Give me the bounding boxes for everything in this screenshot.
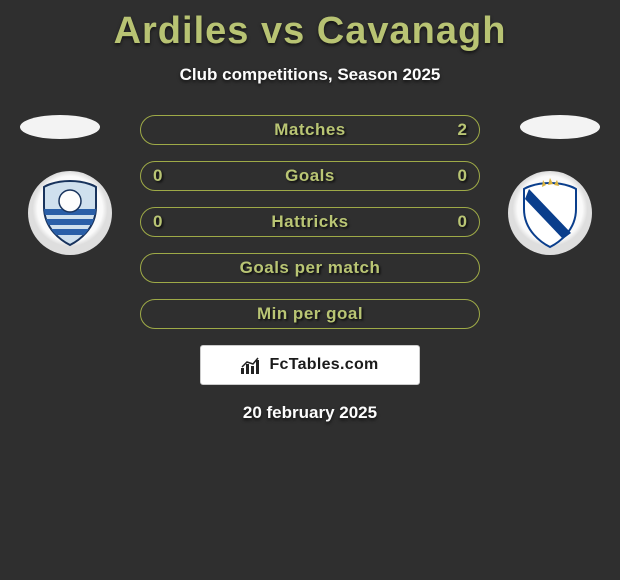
- stat-label: Matches: [274, 120, 346, 140]
- comparison-section: Matches 2 0 Goals 0 0 Hattricks 0 Goals …: [0, 115, 620, 423]
- stat-row: 0 Hattricks 0: [140, 207, 480, 237]
- stat-right-value: 0: [458, 208, 467, 236]
- page-title: Ardiles vs Cavanagh: [0, 0, 620, 53]
- stat-row: Min per goal: [140, 299, 480, 329]
- date-text: 20 february 2025: [0, 403, 620, 423]
- barchart-icon: [241, 356, 263, 374]
- stat-label: Min per goal: [257, 304, 363, 324]
- stat-right-value: 2: [458, 116, 467, 144]
- team-badge-left: [28, 171, 112, 255]
- stat-right-value: 0: [458, 162, 467, 190]
- shield-icon: [39, 179, 101, 247]
- top-oval-left: [20, 115, 100, 139]
- stat-row: Goals per match: [140, 253, 480, 283]
- stat-left-value: 0: [153, 162, 162, 190]
- stat-left-value: 0: [153, 208, 162, 236]
- stat-label: Goals: [285, 166, 335, 186]
- subtitle: Club competitions, Season 2025: [0, 65, 620, 85]
- stat-row: Matches 2: [140, 115, 480, 145]
- stat-row: 0 Goals 0: [140, 161, 480, 191]
- top-oval-right: [520, 115, 600, 139]
- stat-label: Goals per match: [240, 258, 381, 278]
- stat-label: Hattricks: [271, 212, 348, 232]
- shield-icon: [519, 177, 581, 249]
- stats-rows: Matches 2 0 Goals 0 0 Hattricks 0 Goals …: [140, 115, 480, 329]
- team-badge-right: [508, 171, 592, 255]
- brand-text: FcTables.com: [269, 356, 378, 374]
- brand-box: FcTables.com: [200, 345, 420, 385]
